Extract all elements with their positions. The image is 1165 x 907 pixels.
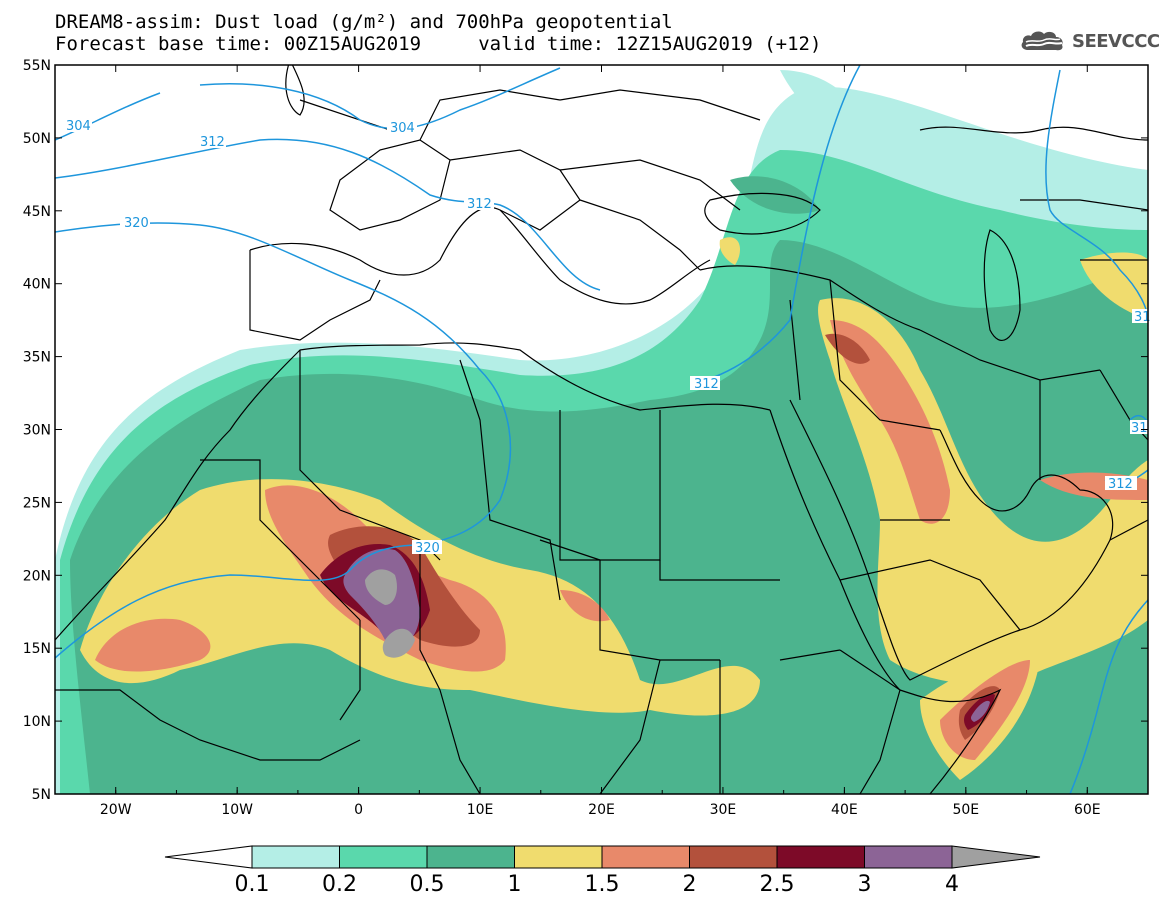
lat-tick-label: 10N: [23, 714, 51, 730]
dust-level-4: [365, 569, 415, 658]
isoline-label: 312: [467, 197, 492, 212]
colorbar: 0.1 0.2 0.5 1 1.5 2 2.5 3 4: [164, 845, 1041, 897]
isoline-label: 320: [124, 216, 149, 231]
lat-tick-label: 20N: [23, 568, 51, 584]
title-line-1: DREAM8-assim: Dust load (g/m²) and 700hP…: [55, 11, 673, 33]
colorbar-under-triangle: [164, 845, 253, 869]
colorbar-label: 1: [508, 872, 522, 897]
isoline-label: 312: [200, 135, 225, 150]
colorbar-segment: [426, 845, 515, 869]
colorbar-label: 0.5: [410, 872, 445, 897]
lon-tick-label: 30E: [710, 802, 737, 818]
isoline-label: 31: [1131, 421, 1148, 436]
longitude-axis: 20W 10W 0 10E 20E 30E 40E 50E 60E: [54, 65, 1149, 818]
lat-tick-label: 15N: [23, 641, 51, 657]
isoline-label: 304: [390, 121, 415, 136]
colorbar-label: 2: [683, 872, 697, 897]
colorbar-segment: [776, 845, 865, 869]
lat-tick-label: 5N: [32, 787, 51, 803]
lat-tick-label: 45N: [23, 204, 51, 220]
seevccc-logo: SEEVCCC: [1018, 28, 1160, 54]
lon-tick-label: 20E: [588, 802, 615, 818]
isoline-labels: 304 304 312 312 312 312 320 320 31 31: [62, 118, 1151, 556]
title-line-2: Forecast base time: 00Z15AUG2019 valid t…: [55, 33, 822, 55]
colorbar-segment: [601, 845, 690, 869]
logo-text: SEEVCCC: [1072, 30, 1160, 52]
isoline-label: 31: [1134, 310, 1151, 325]
lat-tick-label: 40N: [23, 277, 51, 293]
lon-tick-label: 60E: [1074, 802, 1101, 818]
lon-tick-label: 0: [354, 802, 363, 818]
lon-tick-label: 10W: [221, 802, 253, 818]
colorbar-segment: [251, 845, 340, 869]
colorbar-segment: [864, 845, 953, 869]
lon-tick-label: 40E: [831, 802, 858, 818]
colorbar-over-triangle: [951, 845, 1041, 869]
isoline-label: 304: [66, 119, 91, 134]
lat-tick-label: 50N: [23, 131, 51, 147]
colorbar-label: 4: [945, 872, 959, 897]
colorbar-label: 2.5: [760, 872, 795, 897]
colorbar-segment: [514, 845, 603, 869]
lat-tick-label: 25N: [23, 495, 51, 511]
lat-tick-label: 55N: [23, 58, 51, 74]
isoline-label: 312: [1108, 477, 1133, 492]
lon-tick-label: 10E: [467, 802, 494, 818]
country-borders: [55, 65, 1148, 794]
lon-tick-label: 50E: [952, 802, 979, 818]
latitude-axis: 55N 50N 45N 40N 35N 30N 25N 20N 15N 10N 5N: [23, 58, 1148, 803]
lon-tick-label: 20W: [100, 802, 132, 818]
lat-tick-label: 35N: [23, 350, 51, 366]
colorbar-segment: [689, 845, 778, 869]
isoline-label: 312: [694, 377, 719, 392]
colorbar-label: 0.2: [322, 872, 357, 897]
lat-tick-label: 30N: [23, 423, 51, 439]
cloud-icon: [1021, 31, 1063, 51]
colorbar-label: 3: [858, 872, 872, 897]
colorbar-segment: [339, 845, 428, 869]
isoline-label: 320: [415, 541, 440, 556]
colorbar-label: 1.5: [585, 872, 620, 897]
colorbar-label: 0.1: [235, 872, 270, 897]
